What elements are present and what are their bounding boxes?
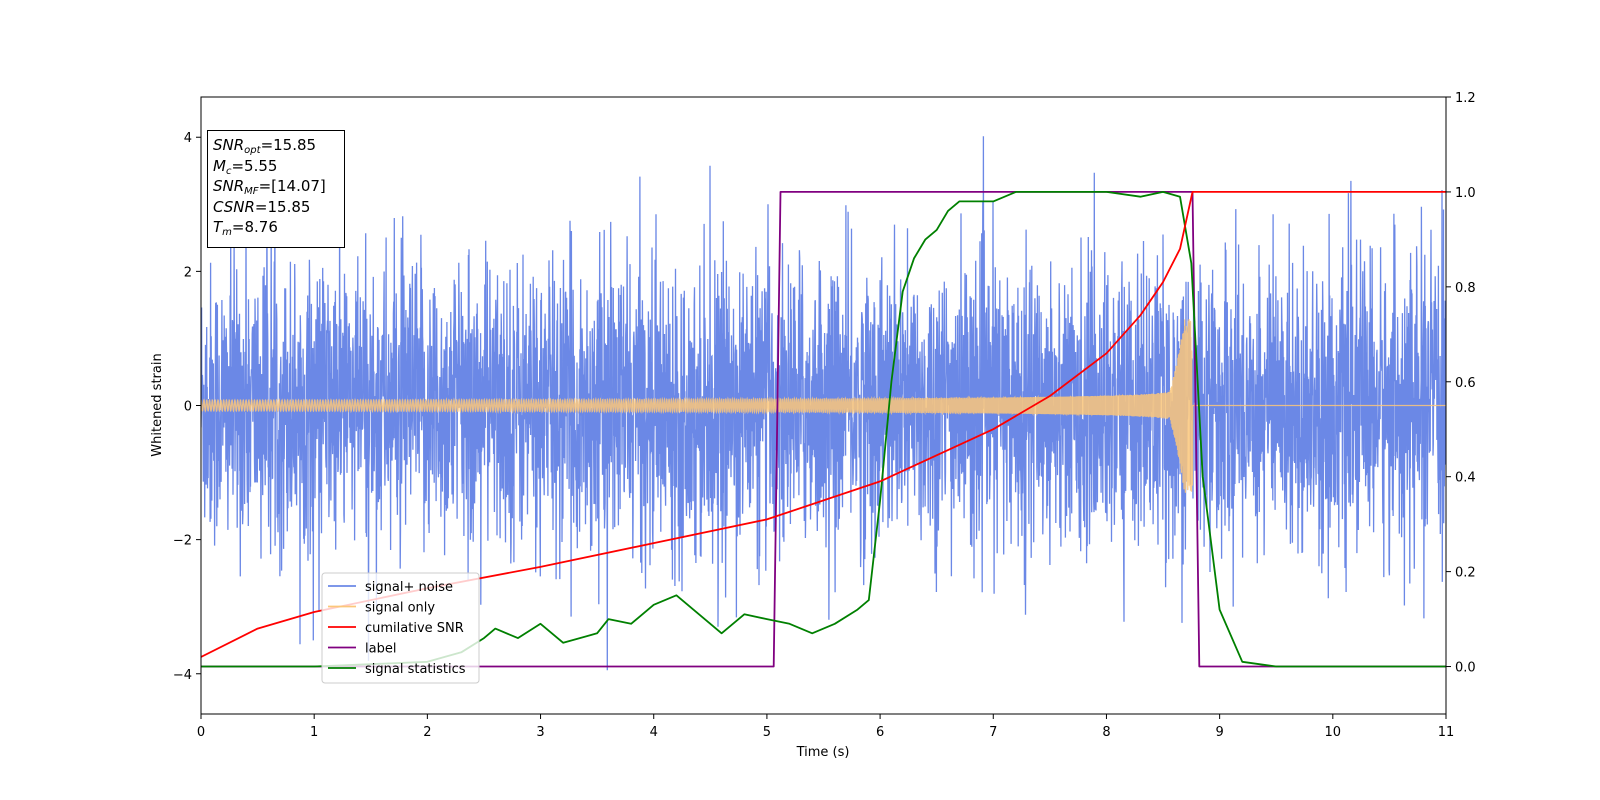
x-tick-label: 9: [1215, 725, 1223, 740]
x-tick-label: 10: [1325, 725, 1342, 740]
stat-line: Tm=8.76: [213, 218, 278, 238]
stat-line: SNRMF=[14.07]: [213, 177, 326, 197]
y2-tick-label: 0.6: [1455, 376, 1476, 391]
y-tick-label: −4: [173, 668, 192, 683]
legend: signal+ noise signal only cumilative SNR la…: [321, 572, 480, 684]
y-tick-label: 2: [184, 265, 192, 280]
y2-tick-label: 0.2: [1455, 566, 1476, 581]
y-tick-label: 0: [184, 400, 192, 415]
x-tick-label: 3: [536, 725, 544, 740]
legend-label: signal statistics: [365, 662, 466, 677]
signal-only-series: [201, 319, 1446, 493]
x-tick-label: 0: [197, 725, 205, 740]
x-tick-label: 7: [989, 725, 997, 740]
legend-label: cumilative SNR: [365, 621, 464, 636]
signal-noise-line: [201, 136, 1446, 671]
x-tick-label: 11: [1438, 725, 1455, 740]
x-tick-label: 1: [310, 725, 318, 740]
x-tick-label: 6: [876, 725, 884, 740]
x-axis-label: Time (s): [796, 745, 850, 760]
y2-tick-label: 1.2: [1455, 91, 1476, 106]
stat-line: SNRopt=15.85: [213, 136, 317, 156]
legend-box: [321, 572, 480, 684]
legend-label: signal only: [365, 601, 435, 616]
signal-only-line: [201, 319, 1446, 493]
x-tick-label: 2: [423, 725, 431, 740]
signal-noise-series: [201, 136, 1446, 671]
legend-label: signal+ noise: [365, 580, 453, 595]
signal-statistics-line: [201, 191, 1446, 668]
y-axis-left: −4 −2 0 2 4: [173, 131, 201, 683]
legend-label: label: [365, 642, 396, 657]
x-tick-label: 8: [1102, 725, 1110, 740]
y-axis-label: Whitened strain: [150, 353, 165, 456]
stat-line: Mc=5.55: [213, 156, 278, 177]
x-axis: 0 1 2 3 4 5 6 7 8 9 10 11: [197, 714, 1454, 740]
y2-tick-label: 1.0: [1455, 186, 1476, 201]
label-line: [201, 191, 1446, 668]
y-axis-right: 0.0 0.2 0.4 0.6 0.8 1.0 1.2: [1446, 91, 1476, 676]
x-tick-label: 5: [763, 725, 771, 740]
x-tick-label: 4: [650, 725, 658, 740]
y2-tick-label: 0.8: [1455, 281, 1476, 296]
y-tick-label: 4: [184, 131, 192, 146]
y-tick-label: −2: [173, 534, 192, 549]
stat-line: CSNR=15.85: [213, 197, 311, 216]
y2-tick-label: 0.4: [1455, 471, 1476, 486]
y2-tick-label: 0.0: [1455, 661, 1476, 676]
stats-textbox: SNRopt=15.85 Mc=5.55 SNRMF=[14.07] CSNR=15.…: [207, 130, 345, 248]
